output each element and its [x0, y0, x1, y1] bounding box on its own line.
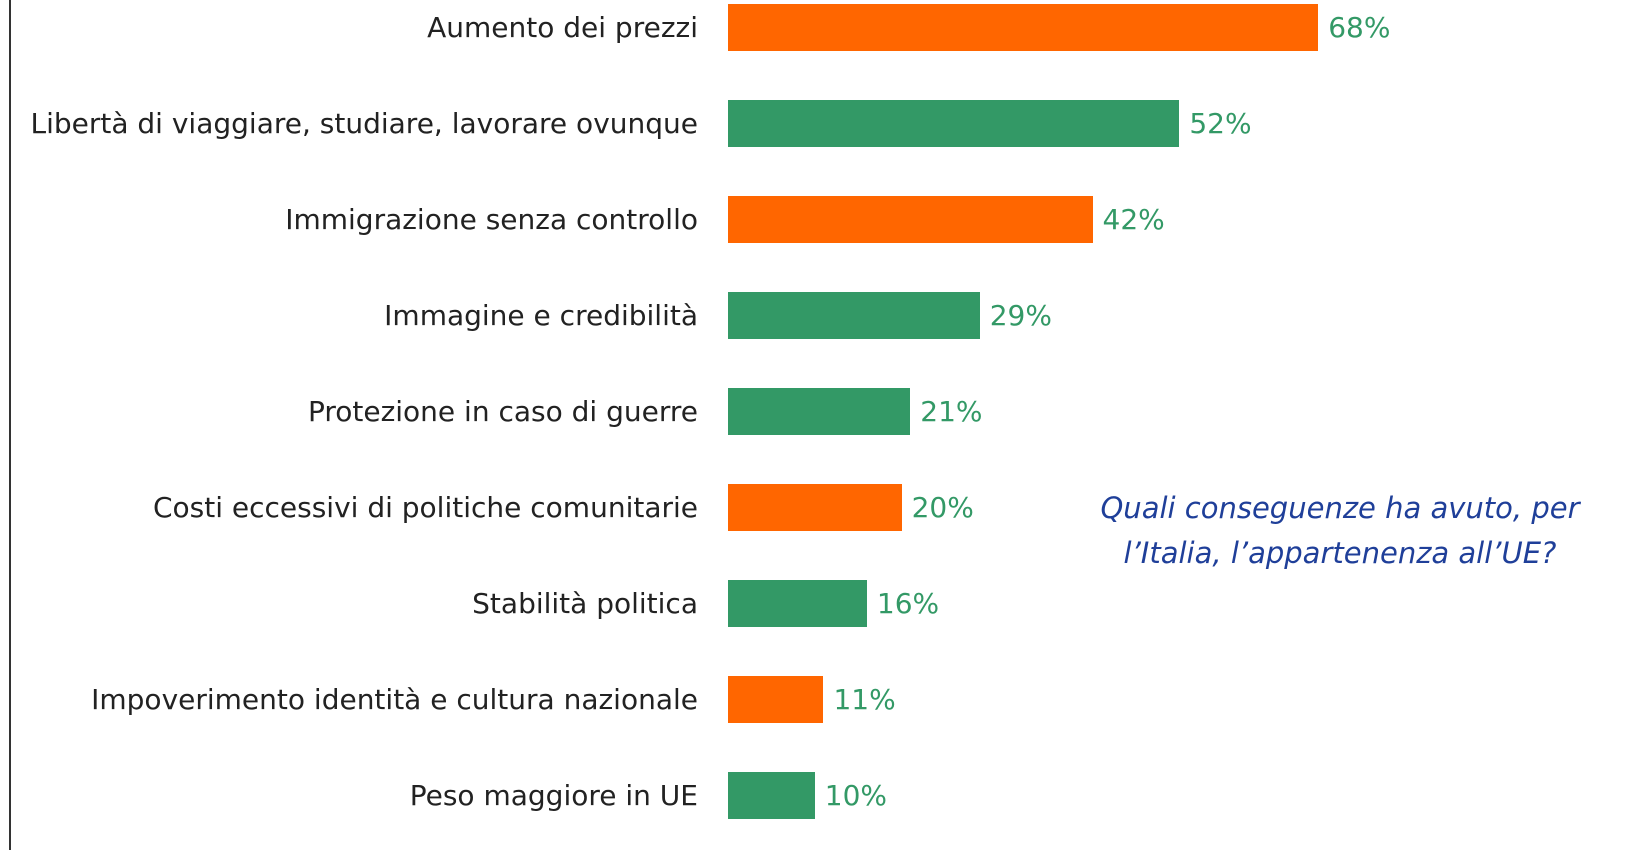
value-label: 11%	[833, 683, 896, 716]
bar	[728, 100, 1180, 147]
category-row: Stabilità politica	[8, 556, 698, 652]
value-label: 52%	[1189, 107, 1252, 140]
category-label: Stabilità politica	[472, 587, 698, 620]
category-row: Costi eccessivi di politiche comunitarie	[8, 460, 698, 556]
category-row: Peso maggiore in UE	[8, 748, 698, 844]
bar	[728, 676, 824, 723]
category-row: Libertà di viaggiare, studiare, lavorare…	[8, 76, 698, 172]
value-label: 29%	[989, 299, 1052, 332]
category-row: Impoverimento identità e cultura naziona…	[8, 652, 698, 748]
category-row: Immagine e credibilità	[8, 268, 698, 364]
bar	[728, 196, 1093, 243]
value-label: 20%	[911, 491, 974, 524]
category-label: Protezione in caso di guerre	[307, 395, 698, 428]
value-label: 68%	[1328, 11, 1391, 44]
category-label: Immagine e credibilità	[384, 299, 698, 332]
bar	[728, 484, 902, 531]
category-label: Costi eccessivi di politiche comunitarie	[152, 491, 698, 524]
bar	[728, 4, 1319, 51]
bar	[728, 772, 815, 819]
value-label: 16%	[876, 587, 940, 620]
category-label: Immigrazione senza controllo	[285, 203, 698, 236]
category-row: Protezione in caso di guerre	[8, 364, 698, 460]
value-label: 10%	[824, 779, 888, 812]
value-label: 42%	[1102, 203, 1165, 236]
bar	[728, 388, 911, 435]
category-label: Impoverimento identità e cultura naziona…	[91, 683, 698, 716]
category-label: Libertà di viaggiare, studiare, lavorare…	[30, 107, 698, 140]
category-label: Aumento dei prezzi	[427, 11, 698, 44]
category-row: Immigrazione senza controllo	[8, 172, 698, 268]
value-label: 21%	[920, 395, 983, 428]
bar	[728, 580, 867, 627]
category-row: Aumento dei prezzi	[8, 0, 698, 76]
bar	[728, 292, 980, 339]
annotation: Quali conseguenze ha avuto, per l’Italia…	[1100, 491, 1580, 570]
category-label: Peso maggiore in UE	[409, 779, 698, 812]
axis-line	[9, 0, 11, 850]
